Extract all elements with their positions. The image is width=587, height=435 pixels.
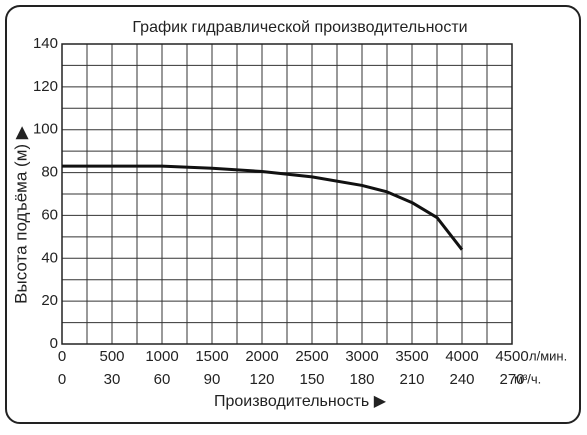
y-tick-label: 120 — [33, 78, 58, 95]
plot-border — [61, 43, 513, 345]
x2-unit: м³/ч. — [514, 371, 541, 386]
y-axis-label: Высота подъёма (м) ▶ — [11, 125, 30, 304]
x2-tick-label: 30 — [104, 371, 121, 388]
chart-title: График гидравлической производительности — [132, 19, 467, 36]
x2-tick-label: 150 — [299, 371, 324, 388]
y-tick-label: 20 — [41, 292, 58, 309]
frame — [5, 5, 581, 424]
y-tick-label: 40 — [41, 249, 58, 266]
x-tick-label: 4000 — [445, 348, 478, 365]
x2-tick-label: 60 — [154, 371, 171, 388]
x2-tick-label: 180 — [349, 371, 374, 388]
x-tick-label: 3500 — [395, 348, 428, 365]
x-axis-label: Производительность ▶ — [214, 393, 387, 410]
x-tick-label: 2500 — [295, 348, 328, 365]
y-tick-label: 80 — [41, 164, 58, 181]
data-line — [62, 164, 464, 251]
x-tick-label: 1000 — [145, 348, 178, 365]
x2-tick-label: 240 — [449, 371, 474, 388]
x2-tick-label: 0 — [58, 371, 66, 388]
x-tick-label: 3000 — [345, 348, 378, 365]
x-tick-label: 2000 — [245, 348, 278, 365]
y-tick-label: 100 — [33, 121, 58, 138]
x-tick-label: 1500 — [195, 348, 228, 365]
x-tick-label: 0 — [58, 348, 66, 365]
x2-tick-label: 270 — [499, 371, 524, 388]
x2-tick-label: 90 — [204, 371, 221, 388]
x-tick-label: 500 — [99, 348, 124, 365]
y-tick-label: 0 — [50, 335, 58, 352]
x2-tick-label: 210 — [399, 371, 424, 388]
x-tick-label: 4500 — [495, 348, 528, 365]
x2-tick-label: 120 — [249, 371, 274, 388]
y-tick-label: 60 — [41, 206, 58, 223]
y-tick-label: 140 — [33, 35, 58, 52]
x-unit: л/мин. — [529, 348, 567, 363]
